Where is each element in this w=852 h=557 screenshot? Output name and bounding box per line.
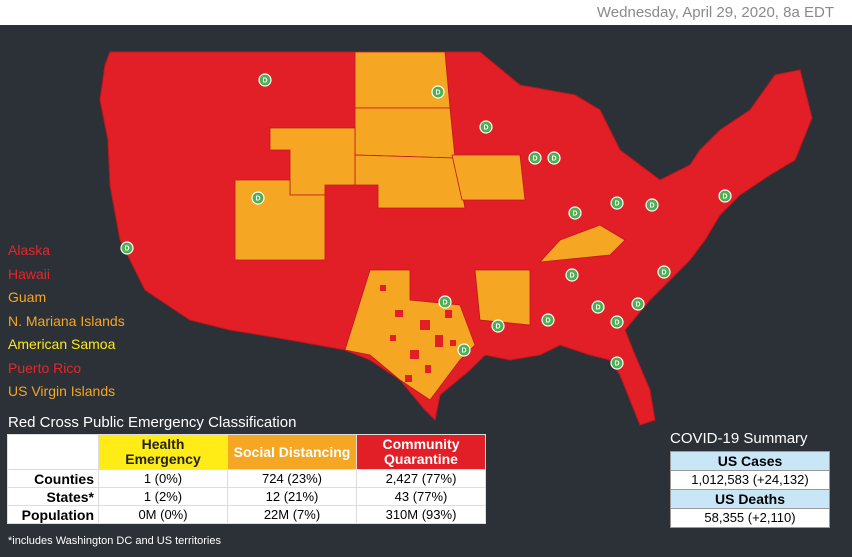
marker xyxy=(610,315,624,329)
marker xyxy=(528,151,542,165)
marker-label: D xyxy=(461,348,466,355)
cases-value: 1,012,583 (+24,132) xyxy=(670,470,830,490)
marker-label: D xyxy=(614,320,619,327)
marker xyxy=(591,300,605,314)
marker xyxy=(120,241,134,255)
top-bar: Wednesday, April 29, 2020, 8a EDT xyxy=(0,0,852,25)
marker-label: D xyxy=(255,196,260,203)
cell: 22M (7%) xyxy=(227,505,357,524)
column-header: Community Quarantine xyxy=(356,434,486,470)
territory: Puerto Rico xyxy=(8,359,82,376)
marker-label: D xyxy=(614,201,619,208)
summary-box: US Cases 1,012,583 (+24,132) US Deaths 5… xyxy=(670,451,830,528)
marker xyxy=(258,73,272,87)
marker-label: D xyxy=(483,125,488,132)
territory: Hawaii xyxy=(8,265,51,282)
marker-label: D xyxy=(551,156,556,163)
marker xyxy=(631,297,645,311)
cell: 43 (77%) xyxy=(356,487,486,506)
marker xyxy=(491,319,505,333)
marker-label: D xyxy=(614,361,619,368)
marker-label: D xyxy=(124,246,129,253)
marker xyxy=(657,265,671,279)
cell: 310M (93%) xyxy=(356,505,486,524)
marker xyxy=(479,120,493,134)
cell: 1 (0%) xyxy=(98,469,228,488)
column-header: Social Distancing xyxy=(227,434,357,470)
marker xyxy=(431,85,445,99)
table-title: Red Cross Public Emergency Classificatio… xyxy=(8,414,297,431)
table-row: Population 0M (0%) 22M (7%) 310M (93%) xyxy=(7,505,486,524)
marker-label: D xyxy=(661,270,666,277)
marker xyxy=(610,356,624,370)
marker xyxy=(251,191,265,205)
row-label: Population xyxy=(7,505,99,524)
marker xyxy=(565,268,579,282)
marker xyxy=(610,196,624,210)
column-header: Health Emergency xyxy=(98,434,228,470)
us-map: D D D D D D D D D D D D D D D D D D D D D xyxy=(99,51,813,426)
table-row: Counties 1 (0%) 724 (23%) 2,427 (77%) xyxy=(7,469,486,488)
marker-label: D xyxy=(595,305,600,312)
cell: 2,427 (77%) xyxy=(356,469,486,488)
cell: 1 (2%) xyxy=(98,487,228,506)
marker xyxy=(547,151,561,165)
territory-list: Alaska Hawaii Guam N. Mariana Islands Americ… xyxy=(8,239,125,404)
marker xyxy=(645,198,659,212)
marker-label: D xyxy=(442,300,447,307)
territory: N. Mariana Islands xyxy=(8,312,125,329)
cases-label: US Cases xyxy=(670,451,830,471)
marker xyxy=(568,206,582,220)
territory: American Samoa xyxy=(8,336,116,352)
territory: Alaska xyxy=(8,242,51,258)
territory: Guam xyxy=(8,289,47,305)
row-label: States* xyxy=(7,487,99,506)
footnote: *includes Washington DC and US territori… xyxy=(8,535,221,547)
row-label: Counties xyxy=(7,469,99,488)
summary-title: COVID-19 Summary xyxy=(670,430,808,447)
marker-label: D xyxy=(635,302,640,309)
marker-label: D xyxy=(262,78,267,85)
classification-table: Health Emergency Social Distancing Communi… xyxy=(7,434,486,524)
marker-label: D xyxy=(722,194,727,201)
marker-label: D xyxy=(569,273,574,280)
texas-counties xyxy=(380,285,456,382)
us-outline xyxy=(99,51,813,426)
table-row: States* 1 (2%) 12 (21%) 43 (77%) xyxy=(7,487,486,506)
marker xyxy=(541,313,555,327)
deaths-value: 58,355 (+2,110) xyxy=(670,508,830,528)
marker-label: D xyxy=(495,324,500,331)
cell: 724 (23%) xyxy=(227,469,357,488)
corner xyxy=(7,434,99,470)
marker xyxy=(438,295,452,309)
marker-label: D xyxy=(435,90,440,97)
cell: 12 (21%) xyxy=(227,487,357,506)
deaths-label: US Deaths xyxy=(670,489,830,509)
marker-label: D xyxy=(532,156,537,163)
territory: US Virgin Islands xyxy=(8,383,116,399)
marker-label: D xyxy=(545,318,550,325)
header-row: Health Emergency Social Distancing Communi… xyxy=(7,434,486,470)
cell: 0M (0%) xyxy=(98,505,228,524)
marker-label: D xyxy=(649,203,654,210)
date: Wednesday, April 29, 2020, 8a EDT xyxy=(596,4,834,21)
marker xyxy=(457,343,471,357)
marker xyxy=(718,189,732,203)
marker-label: D xyxy=(572,211,577,218)
